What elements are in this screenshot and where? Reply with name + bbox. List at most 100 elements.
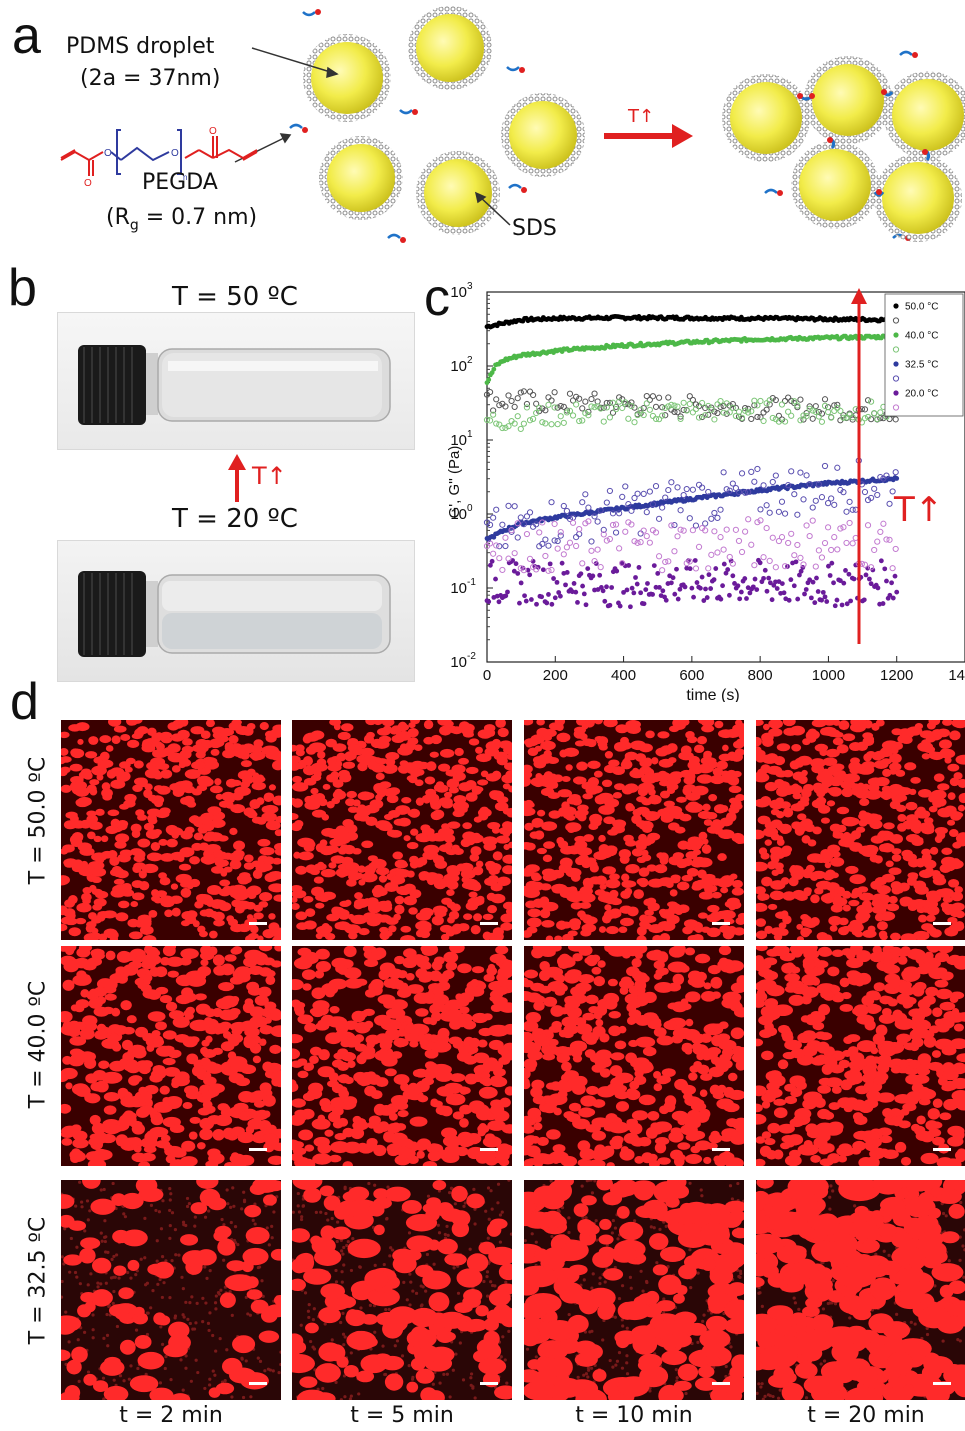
data-point xyxy=(870,567,876,573)
data-point xyxy=(763,524,770,532)
micrograph-image xyxy=(756,946,965,1166)
data-point xyxy=(517,600,522,606)
data-point xyxy=(711,528,718,535)
vial-photo-20c xyxy=(57,540,415,682)
micrograph-tile xyxy=(524,720,744,940)
data-point xyxy=(889,488,896,495)
data-point xyxy=(815,547,822,554)
data-point xyxy=(832,603,838,609)
data-point xyxy=(665,558,672,565)
data-point xyxy=(732,484,740,492)
x-tick-label: 1200 xyxy=(880,667,913,684)
data-point xyxy=(659,504,666,511)
mol-o4: O xyxy=(209,126,217,137)
data-point xyxy=(575,599,580,605)
data-point xyxy=(628,604,633,610)
data-point xyxy=(609,399,617,406)
data-point xyxy=(514,413,521,420)
data-point xyxy=(528,597,534,602)
subscript-n: n xyxy=(183,173,187,182)
data-point xyxy=(633,575,638,580)
data-point xyxy=(729,560,736,567)
data-point xyxy=(581,591,587,597)
data-point xyxy=(558,593,563,599)
data-point xyxy=(563,407,570,414)
data-point xyxy=(726,487,733,494)
data-point xyxy=(874,491,881,499)
data-point xyxy=(773,579,778,585)
data-point xyxy=(761,575,766,581)
data-point xyxy=(861,488,869,496)
data-point xyxy=(803,587,809,592)
data-point xyxy=(496,599,502,605)
data-point xyxy=(727,592,732,598)
data-point xyxy=(797,417,804,424)
data-point xyxy=(794,402,801,409)
scale-bar-icon xyxy=(712,1382,730,1385)
data-point xyxy=(754,402,761,409)
data-point xyxy=(721,561,727,567)
pdms-droplet-icon xyxy=(303,34,391,122)
data-point xyxy=(812,497,819,504)
data-point xyxy=(754,587,760,593)
data-point xyxy=(714,409,721,417)
data-point xyxy=(606,535,614,543)
data-point xyxy=(762,567,768,573)
micrograph-image xyxy=(61,946,281,1166)
data-point xyxy=(643,400,650,407)
data-point xyxy=(539,405,546,412)
vial-arrow-icon xyxy=(228,454,246,502)
data-point xyxy=(548,397,555,404)
data-point xyxy=(545,394,552,401)
data-point xyxy=(616,398,623,405)
data-point xyxy=(798,568,804,574)
data-point xyxy=(591,404,598,411)
data-point xyxy=(576,531,583,538)
micrograph-tile xyxy=(292,720,512,940)
data-point xyxy=(560,419,567,426)
data-point xyxy=(588,538,595,545)
data-point xyxy=(490,411,497,418)
data-point xyxy=(867,576,872,582)
data-point xyxy=(735,583,741,589)
data-point xyxy=(791,491,798,498)
x-tick-label: 800 xyxy=(748,667,773,684)
data-point xyxy=(529,415,537,422)
data-point xyxy=(786,597,792,603)
micrograph-image xyxy=(524,946,744,1166)
data-point xyxy=(720,546,727,553)
data-point xyxy=(806,480,813,488)
data-point xyxy=(742,576,748,581)
data-point xyxy=(723,526,730,533)
data-point xyxy=(573,542,580,550)
data-point xyxy=(757,560,763,566)
data-point xyxy=(800,412,807,419)
data-point xyxy=(625,401,632,408)
data-point xyxy=(579,499,586,506)
data-point xyxy=(539,519,546,526)
data-point xyxy=(612,403,620,411)
data-point xyxy=(665,486,672,494)
legend-marker xyxy=(893,332,899,338)
data-point xyxy=(652,403,660,410)
data-point xyxy=(692,558,698,563)
micrograph-tile xyxy=(292,946,512,1166)
data-point xyxy=(886,536,893,543)
data-point xyxy=(729,480,736,487)
data-point xyxy=(821,539,829,547)
data-point xyxy=(702,412,709,419)
data-point xyxy=(606,487,614,495)
micrograph-tile xyxy=(756,946,965,1166)
data-point xyxy=(526,417,534,424)
data-point xyxy=(839,602,845,608)
data-point xyxy=(505,392,512,399)
data-point xyxy=(834,401,841,408)
pdms-droplet-icon xyxy=(416,151,500,235)
data-point xyxy=(597,564,604,571)
data-point xyxy=(523,598,529,604)
data-point xyxy=(742,407,749,414)
data-point xyxy=(814,575,819,581)
data-point xyxy=(791,398,798,405)
data-point xyxy=(677,526,684,533)
data-point xyxy=(569,397,577,404)
